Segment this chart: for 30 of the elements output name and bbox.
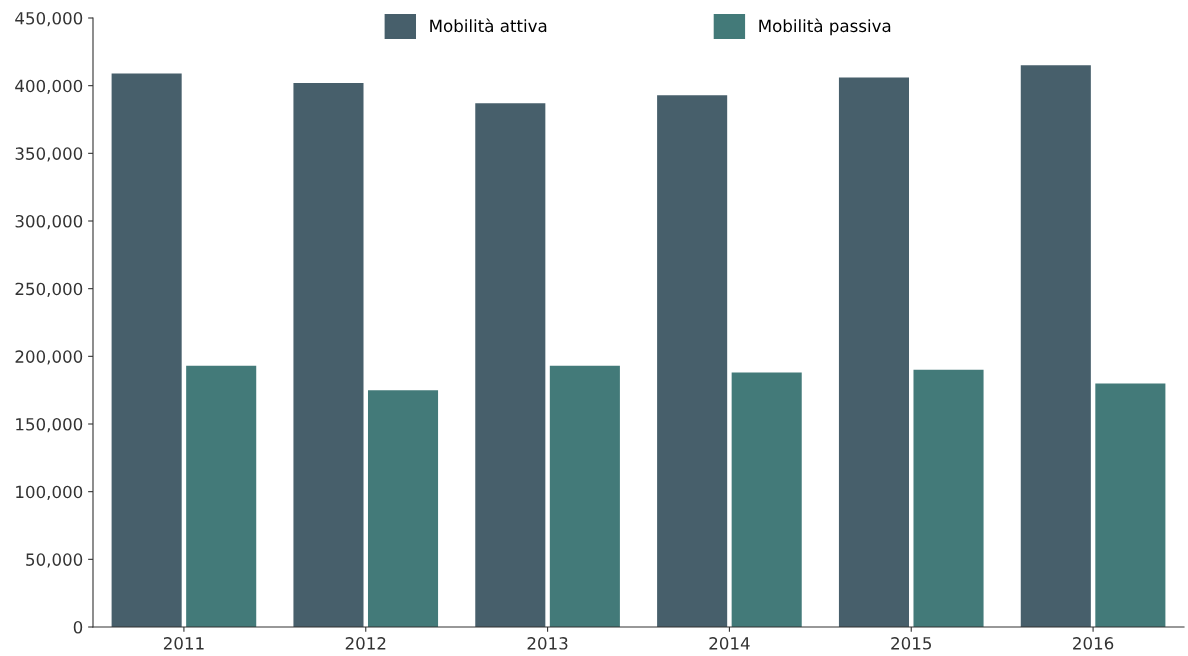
- bar: [549, 365, 620, 627]
- bar: [367, 390, 439, 627]
- y-tick-label: 0: [73, 620, 83, 634]
- y-tick-label: 400,000: [15, 79, 83, 94]
- bar: [1020, 65, 1091, 627]
- bar: [1095, 383, 1166, 627]
- y-tick-label: 350,000: [15, 147, 83, 162]
- legend-label: Mobilità attiva: [430, 18, 547, 33]
- bar: [657, 95, 728, 627]
- y-tick-label: 250,000: [15, 282, 83, 297]
- x-tick-label: 2013: [527, 637, 568, 650]
- y-tick-label: 100,000: [16, 485, 83, 500]
- y-tick-label: 150,000: [16, 417, 83, 433]
- bar: [111, 73, 182, 627]
- x-tick-label: 2012: [345, 637, 386, 650]
- bar: [475, 103, 546, 627]
- x-tick-label: 2014: [709, 637, 750, 650]
- y-tick-label: 200,000: [15, 350, 83, 365]
- bar: [731, 372, 802, 627]
- bar: [186, 365, 257, 627]
- x-tick-label: 2015: [891, 637, 931, 650]
- x-tick-label: 2016: [1073, 637, 1114, 650]
- y-tick-label: 50,000: [26, 553, 83, 568]
- bar: [913, 369, 984, 627]
- legend-label: Mobilità passiva: [759, 18, 891, 36]
- bar: [838, 77, 910, 627]
- y-tick-label: 450,000: [15, 11, 83, 27]
- x-tick-label: 2011: [163, 637, 204, 650]
- y-tick-label: 300,000: [15, 214, 83, 230]
- bar: [293, 82, 364, 627]
